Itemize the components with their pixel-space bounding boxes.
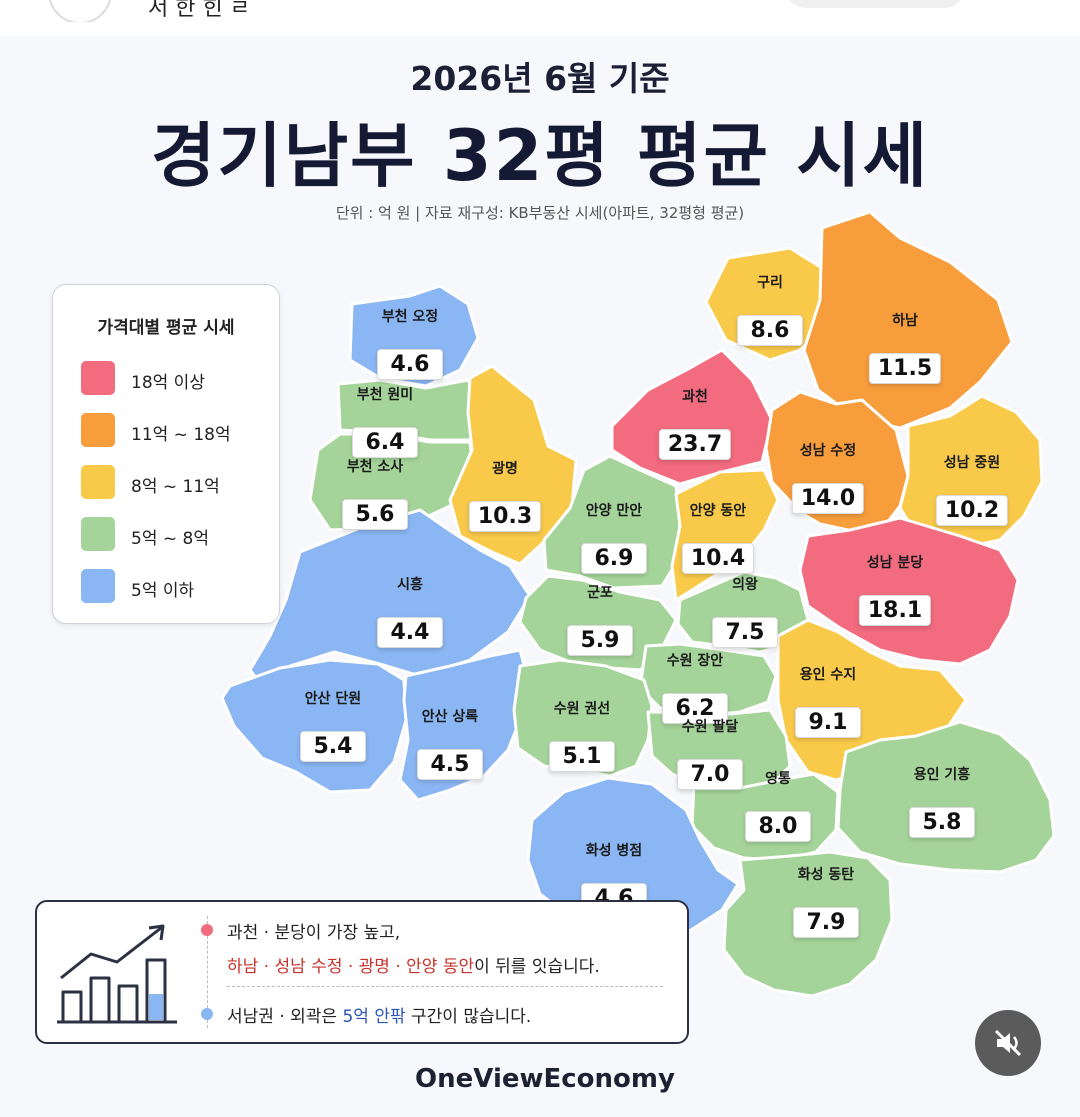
summary-note: 과천 · 분당이 가장 높고, 하남 · 성남 수정 · 광명 · 안양 동안이…	[35, 900, 689, 1044]
legend-label: 5억 이하	[131, 581, 195, 601]
note-line-2: 하남 · 성남 수정 · 광명 · 안양 동안이 뒤를 잇습니다.	[227, 952, 600, 977]
infographic-title: 경기남부 32평 평균 시세	[150, 115, 930, 197]
legend-label: 8억 ~ 11억	[131, 477, 220, 497]
region-5	[308, 432, 476, 532]
infographic-subtitle: 2026년 6월 기준	[410, 59, 670, 98]
note-divider	[207, 916, 208, 1028]
legend-label: 11억 ~ 18억	[131, 425, 231, 445]
region-22	[690, 772, 840, 862]
note-text: 서남권 · 외곽은	[227, 1007, 343, 1027]
note-divider	[227, 986, 663, 987]
region-25	[722, 850, 894, 998]
region-3	[348, 284, 480, 388]
legend-swatch	[81, 413, 115, 447]
note-highlight: 하남 · 성남 수정 · 광명 · 안양 동안	[227, 957, 475, 977]
region-16	[638, 642, 778, 718]
legend-swatch	[81, 569, 115, 603]
speaker-muted-icon	[994, 1029, 1022, 1057]
legend-label: 18억 이상	[131, 373, 205, 393]
region-21	[646, 708, 792, 792]
region-20	[512, 658, 654, 778]
legend-title: 가격대별 평균 시세	[97, 318, 235, 338]
region-14	[518, 574, 678, 672]
legend: 가격대별 평균 시세 18억 이상 11억 ~ 18억 8억 ~ 11억 5억 …	[52, 284, 280, 624]
region-12	[798, 516, 1020, 666]
region-19	[398, 648, 530, 802]
legend-label: 5억 ~ 8억	[131, 529, 209, 549]
follow-button[interactable]	[786, 0, 964, 8]
data-source-note: 단위 : 억 원 | 자료 재구성: KB부동산 시세(아파트, 32평형 평균…	[335, 204, 745, 222]
bullet-icon	[201, 924, 213, 936]
region-2	[802, 210, 1014, 430]
note-text: 이 뒤를 잇습니다.	[474, 957, 600, 977]
top-bar: 서 한 힌 ㄹ	[0, 0, 1080, 22]
legend-swatch	[81, 517, 115, 551]
note-line-3: 서남권 · 외곽은 5억 안팎 구간이 많습니다.	[227, 1002, 531, 1027]
bullet-icon	[201, 1008, 213, 1020]
region-18	[220, 658, 408, 794]
region-23	[836, 720, 1056, 874]
region-4	[336, 378, 486, 442]
bar-chart-icon	[57, 924, 177, 1024]
region-7	[610, 348, 774, 486]
note-highlight: 5억 안팎	[342, 1007, 406, 1027]
note-text: 구간이 많습니다.	[405, 1007, 532, 1027]
mute-button[interactable]	[975, 1010, 1041, 1076]
legend-swatch	[81, 361, 115, 395]
channel-name[interactable]: 서 한 힌 ㄹ	[148, 0, 250, 21]
brand-logo: OneViewEconomy	[415, 1064, 675, 1094]
legend-swatch	[81, 465, 115, 499]
note-line-1: 과천 · 분당이 가장 높고,	[227, 923, 401, 943]
